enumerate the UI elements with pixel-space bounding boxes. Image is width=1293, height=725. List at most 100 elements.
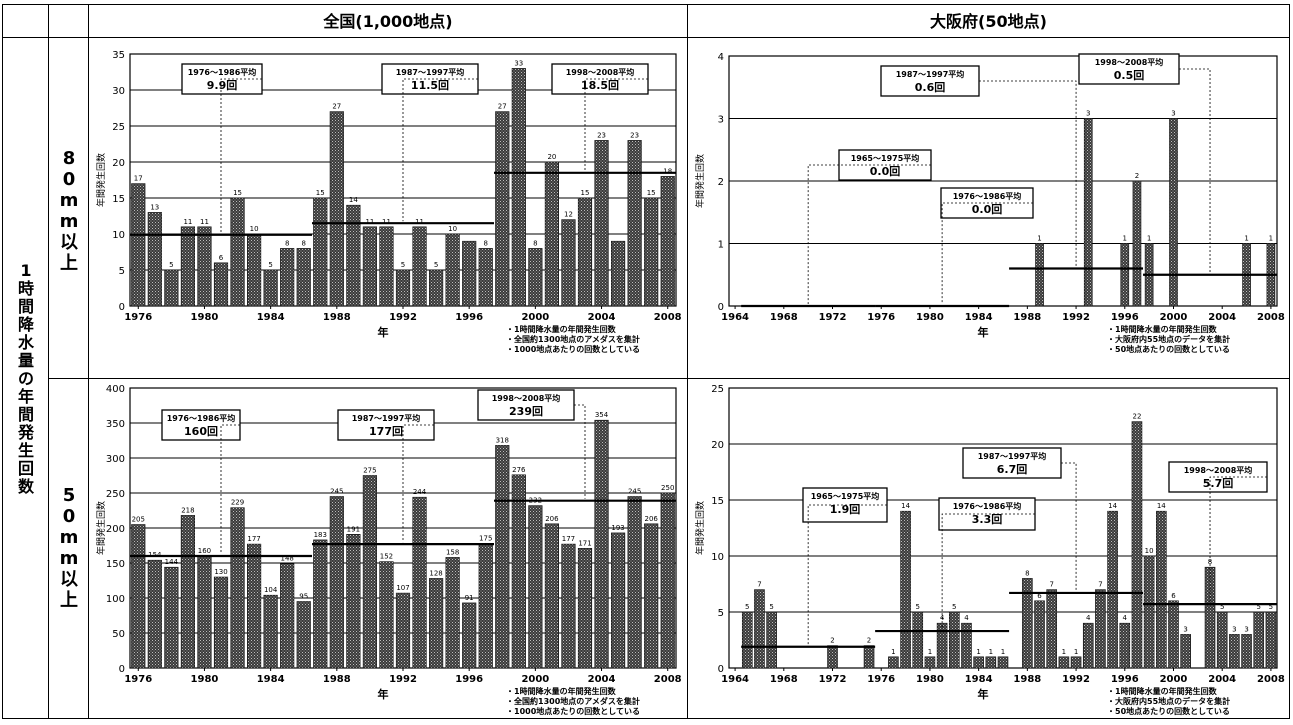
chart-note: ・1時間降水量の年間発生回数 (1107, 324, 1218, 334)
y-axis-title: 年間発生回数 (95, 153, 107, 207)
bar (362, 226, 377, 307)
average-pointer (1179, 68, 1211, 273)
bar-value-label: 8 (1025, 569, 1029, 577)
bar (544, 161, 559, 307)
bar-value-label: 18 (663, 167, 672, 175)
average-callout-box (880, 65, 980, 97)
bar-value-label: 1 (1074, 648, 1078, 656)
average-pointer (1061, 462, 1077, 591)
bar-value-label: 27 (498, 103, 507, 111)
x-axis-title: 年 (378, 325, 389, 339)
average-callout-label: 1998～2008平均 (1095, 57, 1164, 67)
average-callout-value: 177回 (369, 424, 403, 438)
bar (362, 475, 377, 669)
bar (462, 240, 477, 307)
bar-value-label: 171 (578, 539, 591, 547)
bar-value-label: 5 (401, 261, 405, 269)
bar (1180, 634, 1191, 669)
bar-value-label: 1 (976, 648, 980, 656)
bar-value-label: 23 (597, 131, 606, 139)
bar-value-label: 1 (1244, 235, 1248, 243)
bar (478, 248, 493, 307)
bar-value-label: 14 (349, 196, 358, 204)
bar-value-label: 8 (301, 239, 305, 247)
bar (180, 226, 195, 307)
bar-value-label: 6 (1037, 592, 1042, 600)
bar (594, 419, 609, 669)
y-tick-label: 0 (119, 302, 125, 313)
bar (997, 656, 1009, 669)
bar-value-label: 245 (628, 488, 641, 496)
bar-value-label: 33 (514, 59, 523, 67)
table-border-left (2, 4, 3, 719)
bar-value-label: 8 (533, 239, 537, 247)
y-axis-title: 年間発生回数 (694, 154, 706, 208)
y-tick-label: 0 (718, 664, 724, 675)
bar (961, 622, 972, 669)
x-tick-label: 2004 (588, 312, 616, 323)
bar-value-label: 14 (1157, 502, 1166, 510)
bar-value-label: 130 (214, 568, 227, 576)
bar (1095, 589, 1106, 669)
bar (1083, 118, 1093, 307)
average-callout-value: 6.7回 (997, 462, 1028, 476)
x-tick-label: 2008 (1257, 312, 1285, 323)
bar (528, 505, 543, 669)
row-rule (48, 378, 1290, 379)
y-tick-label: 25 (711, 384, 724, 395)
y-tick-label: 25 (112, 122, 125, 133)
bar-value-label: 354 (595, 411, 609, 419)
bar-value-label: 8 (483, 239, 487, 247)
bar-value-label: 183 (314, 531, 327, 539)
x-tick-label: 1984 (257, 674, 285, 685)
x-tick-label: 1964 (721, 312, 749, 323)
bar (660, 176, 675, 307)
bar (247, 233, 262, 307)
bar-value-label: 191 (347, 525, 360, 533)
bar-value-label: 144 (165, 558, 179, 566)
bar-value-label: 5 (952, 603, 956, 611)
bar-value-label: 2 (867, 637, 871, 645)
bar-value-label: 5 (1220, 603, 1224, 611)
bar (973, 656, 984, 669)
bar (296, 248, 311, 307)
bar (412, 496, 427, 669)
bar-value-label: 152 (380, 553, 393, 561)
bar-value-label: 5 (769, 603, 773, 611)
col-rule-1 (48, 4, 49, 719)
bar (147, 559, 162, 669)
bar-value-label: 11 (365, 218, 374, 226)
x-tick-label: 2000 (521, 312, 549, 323)
bar (429, 269, 444, 307)
bar-value-label: 177 (562, 535, 575, 543)
y-tick-label: 100 (106, 594, 125, 605)
x-tick-label: 1984 (257, 312, 285, 323)
bar-value-label: 11 (382, 218, 391, 226)
average-pointer (402, 78, 478, 222)
bar (478, 543, 493, 669)
bar-value-label: 6 (219, 254, 224, 262)
bar-value-label: 11 (415, 218, 424, 226)
bar (544, 523, 559, 669)
table-border-bottom (2, 718, 1290, 719)
bar (346, 204, 361, 307)
average-pointer (220, 78, 262, 233)
average-pointer (941, 513, 1035, 630)
bar-value-label: 1 (1269, 235, 1273, 243)
bar-value-label: 5 (169, 261, 173, 269)
bar (147, 212, 162, 307)
x-tick-label: 2004 (1208, 312, 1236, 323)
x-tick-label: 1976 (867, 674, 895, 685)
average-callout-label: 1965～1975平均 (851, 153, 920, 163)
bar (197, 226, 212, 307)
bar (561, 543, 576, 669)
bar-value-label: 3 (1086, 110, 1090, 118)
row-label-main: 1 時 間 降 水 量 の 年 間 発 生 回 数 (17, 261, 34, 496)
average-pointer (807, 164, 931, 304)
col-rule-3 (687, 4, 688, 719)
bar (495, 445, 510, 669)
chart-note: ・大阪府内55地点のデータを集計 (1107, 696, 1230, 706)
bar-value-label: 206 (644, 515, 658, 523)
x-tick-label: 1992 (389, 312, 417, 323)
y-tick-label: 1 (718, 240, 724, 251)
